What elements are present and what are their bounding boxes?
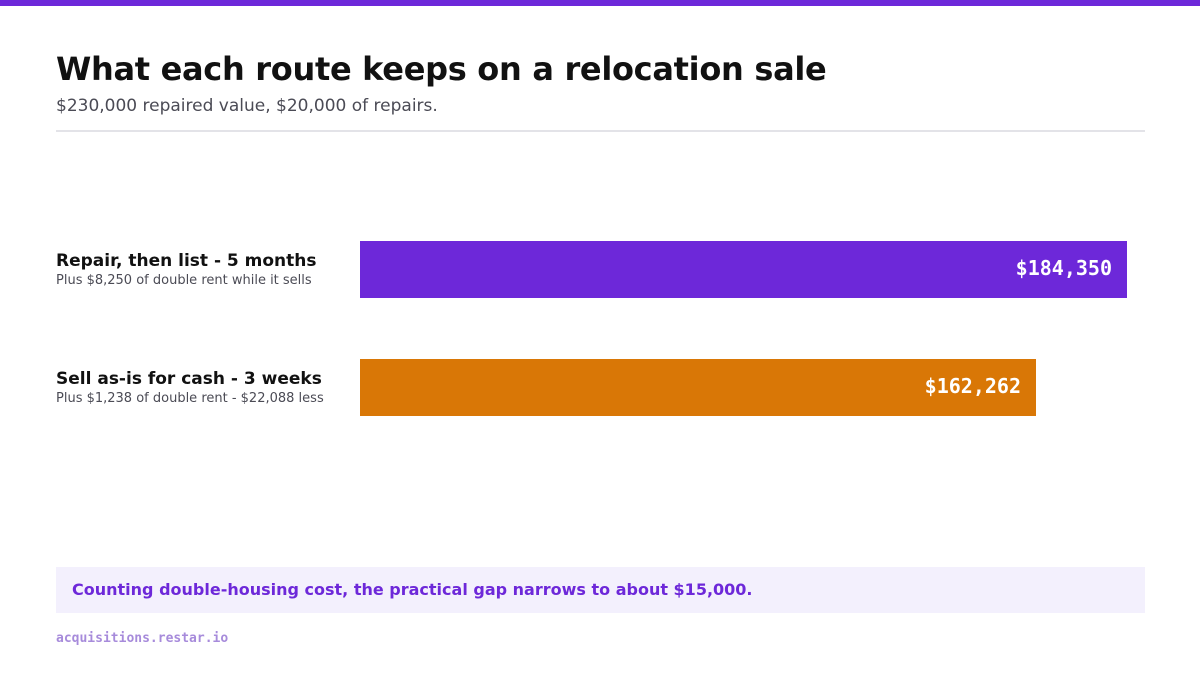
- top-accent-bar: [0, 0, 1200, 6]
- bar-label-0: Repair, then list - 5 months Plus $8,250 …: [56, 250, 356, 290]
- bar-note: Plus $8,250 of double rent while it sell…: [56, 273, 312, 288]
- bar-value-label: $184,350: [1015, 256, 1112, 280]
- page-title: What each route keeps on a relocation sa…: [56, 50, 827, 88]
- bar-label-1: Sell as-is for cash - 3 weeks Plus $1,238…: [56, 368, 356, 408]
- footer-domain: acquisitions.restar.io: [56, 631, 229, 646]
- bar-1: $162,262: [360, 359, 1036, 416]
- bar-0: $184,350: [360, 241, 1127, 298]
- bar-category-label: Repair, then list - 5 months: [56, 251, 317, 271]
- callout-text: Counting double-housing cost, the practi…: [72, 580, 753, 599]
- bar-category-label: Sell as-is for cash - 3 weeks: [56, 369, 322, 389]
- header-divider: [56, 130, 1145, 132]
- page-subtitle: $230,000 repaired value, $20,000 of repa…: [56, 96, 438, 116]
- callout-box: Counting double-housing cost, the practi…: [56, 567, 1145, 613]
- bar-value-label: $162,262: [924, 374, 1021, 398]
- bar-note: Plus $1,238 of double rent - $22,088 les…: [56, 391, 324, 406]
